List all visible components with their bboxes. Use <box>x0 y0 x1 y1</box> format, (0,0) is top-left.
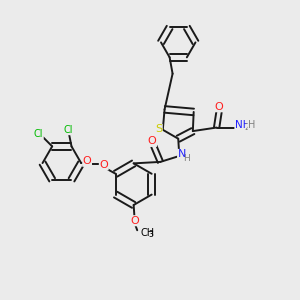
Text: 2: 2 <box>244 123 249 132</box>
Text: O: O <box>130 216 139 226</box>
Text: O: O <box>148 136 157 146</box>
Text: O: O <box>83 156 92 166</box>
Text: H: H <box>248 120 256 130</box>
Text: O: O <box>214 102 224 112</box>
Text: 3: 3 <box>148 230 153 238</box>
Text: Cl: Cl <box>34 129 43 139</box>
Text: H: H <box>183 154 190 164</box>
Text: NH: NH <box>235 120 250 130</box>
Text: Cl: Cl <box>64 125 73 135</box>
Text: S: S <box>155 124 162 134</box>
Text: N: N <box>178 149 186 160</box>
Text: O: O <box>99 160 108 170</box>
Text: CH: CH <box>140 228 154 238</box>
